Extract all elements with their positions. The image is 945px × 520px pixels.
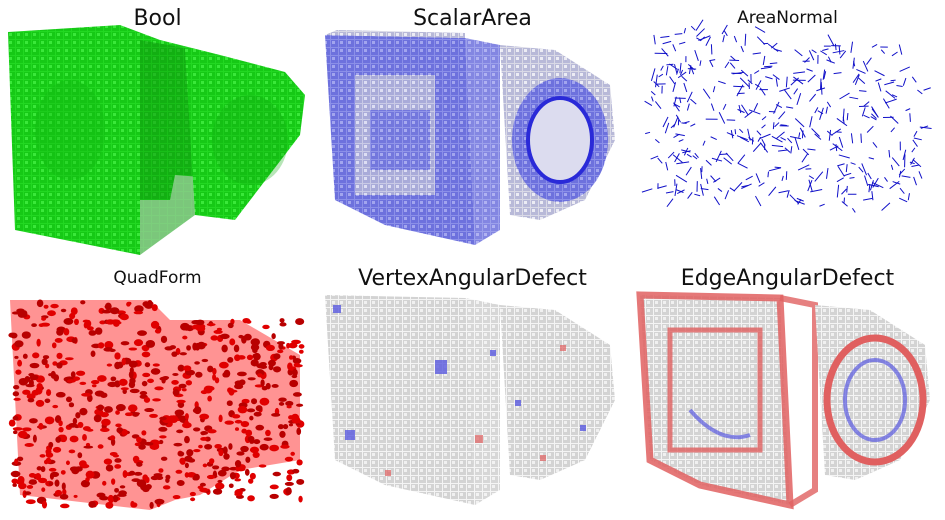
panel-title: QuadForm [113, 268, 202, 288]
vertex-angular-defect-voxel-render [325, 295, 615, 505]
quadric-ellipsoids [8, 299, 305, 510]
scalar-area-voxel-render [325, 30, 615, 245]
bool-voxel-render [8, 25, 305, 255]
panel-area-normal: AreaNormal [630, 0, 945, 260]
panel-edge-angular-defect: EdgeAngularDefect [630, 260, 945, 520]
panel-vertex-angular-defect: VertexAngularDefect [315, 260, 630, 520]
panel-bool: Bool [0, 0, 315, 260]
panel-title: AreaNormal [737, 8, 838, 28]
area-normal-arrow-render [641, 19, 932, 213]
panel-title: ScalarArea [413, 6, 532, 31]
normal-arrows [641, 19, 932, 213]
panel-scalar-area: ScalarArea [315, 0, 630, 260]
panel-title: EdgeAngularDefect [680, 266, 895, 291]
panel-title: VertexAngularDefect [358, 266, 587, 291]
edge-angular-defect-voxel-render [636, 291, 930, 510]
quad-form-ellipsoid-render [8, 299, 305, 510]
panel-title: Bool [133, 6, 182, 31]
panel-quad-form: QuadForm [0, 260, 315, 520]
